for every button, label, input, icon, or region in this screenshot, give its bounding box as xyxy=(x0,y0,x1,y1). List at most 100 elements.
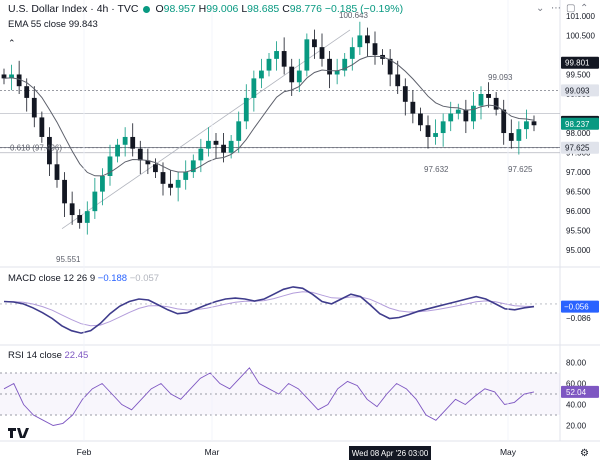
candle-body xyxy=(289,66,295,83)
candle-body xyxy=(395,74,401,87)
candle-body xyxy=(455,109,461,114)
candle-body xyxy=(334,70,340,75)
macd-signal-line xyxy=(3,291,535,327)
candle-body xyxy=(531,121,537,126)
macd-badge-label: −0.086 xyxy=(566,314,591,323)
candle-body xyxy=(236,121,242,141)
candle-body xyxy=(327,58,332,75)
candle-body xyxy=(213,140,219,145)
candle-body xyxy=(16,74,22,87)
macd-legend[interactable]: MACD close 12 26 9 −0.188 −0.057 xyxy=(8,273,159,284)
candle-body xyxy=(319,47,325,59)
candle-body xyxy=(251,78,257,98)
settings-gear-icon: ⚙ xyxy=(580,448,589,459)
candle-body xyxy=(175,179,181,188)
candle-body xyxy=(145,160,151,165)
level-annotation: 99.093 xyxy=(488,73,513,82)
candle-body xyxy=(402,86,408,102)
rsi-tick-label: 20.00 xyxy=(566,422,587,431)
time-axis-label: May xyxy=(500,447,517,457)
macd-label: MACD close 12 26 9 xyxy=(8,273,96,284)
candle-body xyxy=(92,191,98,212)
collapse-legend-icon[interactable]: ⌃ xyxy=(8,38,16,48)
macd-value-2: −0.057 xyxy=(129,273,160,284)
fib-annotation: 0.618 (97.496) xyxy=(10,144,62,153)
candle-body xyxy=(243,97,249,122)
candle-body xyxy=(471,105,476,122)
candle-body xyxy=(206,140,211,149)
candle-body xyxy=(137,148,143,161)
tradingview-logo-icon xyxy=(8,428,29,438)
candle-body xyxy=(77,215,83,223)
change-value: −0.185 (−0.19%) xyxy=(324,3,404,15)
high-annotation: 100.643 xyxy=(339,11,368,20)
candle-body xyxy=(508,133,514,141)
open-value: 98.957 xyxy=(163,3,196,15)
candle-body xyxy=(69,203,75,216)
rsi-legend[interactable]: RSI 14 close 22.45 xyxy=(8,350,88,361)
close-label: C xyxy=(282,3,290,15)
candle-body xyxy=(9,74,14,79)
price-tick-label: 95.000 xyxy=(566,246,591,255)
candles-group xyxy=(1,21,537,235)
time-axis-label: Feb xyxy=(77,447,92,457)
ema-line xyxy=(3,55,535,177)
candle-body xyxy=(24,86,30,98)
candle-body xyxy=(365,35,370,44)
candle-body xyxy=(349,47,355,59)
symbol-header: U.S. Dollar Index · 4h · TVC O98.957 H99… xyxy=(8,3,403,15)
rsi-badge-label: 52.04 xyxy=(566,388,587,397)
candle-body xyxy=(168,183,173,188)
price-badge-label: 99.093 xyxy=(565,86,590,95)
trend-line xyxy=(61,29,351,230)
time-axis-label: Mar xyxy=(205,447,220,457)
level-annotation: 97.632 xyxy=(424,165,449,174)
crosshair-time-label: Wed 08 Apr '26 03:00 xyxy=(352,449,429,458)
candle-body xyxy=(130,136,136,149)
candle-body xyxy=(84,211,90,223)
price-tick-label: 98.000 xyxy=(566,129,591,138)
candle-body xyxy=(54,164,60,180)
candle-body xyxy=(274,51,279,59)
candle-body xyxy=(281,51,287,67)
candle-body xyxy=(342,58,348,71)
candle-body xyxy=(410,101,416,114)
candle-body xyxy=(259,70,264,79)
low-label: L xyxy=(241,3,248,15)
macd-badge-label: −0.056 xyxy=(564,303,589,312)
close-value: 98.776 xyxy=(289,3,322,15)
candle-body xyxy=(183,172,189,180)
candle-body xyxy=(372,43,378,55)
candle-body xyxy=(190,160,196,173)
ema-legend[interactable]: EMA 55 close 99.843 xyxy=(8,19,98,30)
candle-body xyxy=(31,97,37,118)
macd-value-1: −0.188 xyxy=(97,273,128,284)
collapse-icon[interactable]: ▢ xyxy=(566,3,576,14)
candle-body xyxy=(107,156,113,176)
candle-body xyxy=(501,109,507,134)
symbol-title[interactable]: U.S. Dollar Index · 4h · TVC xyxy=(8,3,139,15)
rsi-tick-label: 80.00 xyxy=(566,359,587,368)
chevron-down-icon[interactable]: ⌄ xyxy=(536,3,545,14)
rsi-tick-label: 60.00 xyxy=(566,380,587,389)
candle-body xyxy=(440,121,446,134)
candle-body xyxy=(425,125,431,137)
ema-label: EMA 55 close xyxy=(8,19,67,30)
crosshair-time-badge xyxy=(349,446,431,460)
candle-body xyxy=(478,94,484,106)
candle-body xyxy=(312,39,317,48)
price-badge xyxy=(561,117,599,130)
high-label: H xyxy=(198,3,207,15)
more-icon[interactable]: ⋯ xyxy=(551,3,561,14)
chevron-up-icon[interactable]: ⌃ xyxy=(580,3,589,14)
candle-body xyxy=(524,121,529,130)
low-value: 98.685 xyxy=(247,3,280,15)
candle-body xyxy=(387,58,393,75)
rsi-value: 22.45 xyxy=(64,350,89,361)
price-tick-label: 101.000 xyxy=(566,12,595,21)
candle-body xyxy=(304,39,310,71)
candle-body xyxy=(266,58,272,71)
candle-body xyxy=(39,117,45,137)
macd-badge xyxy=(561,300,599,313)
